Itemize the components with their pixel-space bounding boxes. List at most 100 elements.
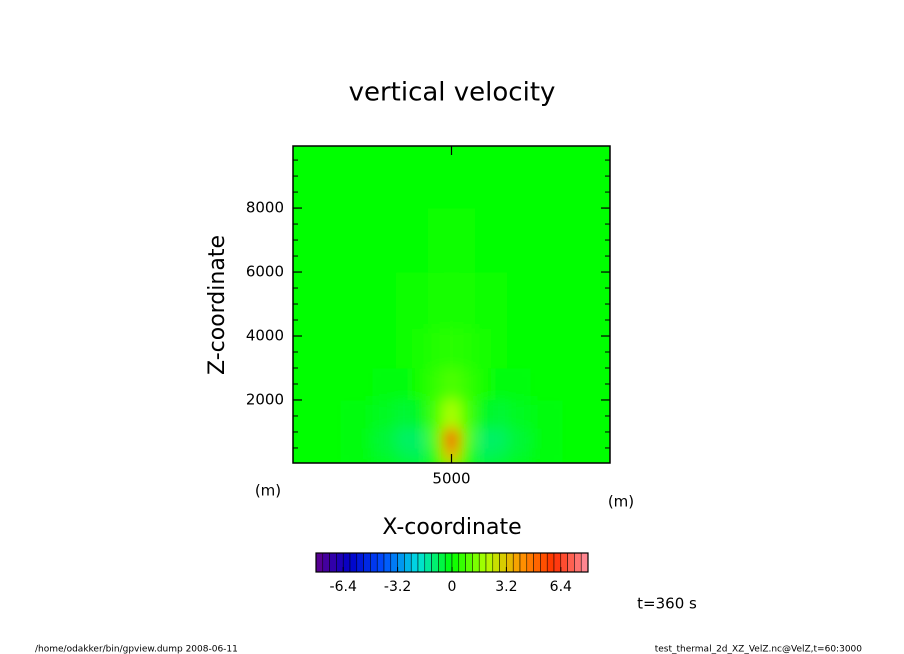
cell (396, 367, 413, 401)
cell (308, 272, 342, 329)
cell (427, 447, 445, 463)
cells (293, 146, 610, 463)
cell (491, 272, 508, 329)
cell (396, 272, 413, 329)
colorbar-bin (478, 552, 487, 573)
cell (340, 447, 373, 463)
cell (506, 367, 532, 401)
cell (293, 146, 310, 209)
colorbar-bin (383, 552, 392, 573)
cell (530, 427, 563, 449)
cell (459, 272, 476, 329)
x-unit: (m) (608, 493, 634, 511)
cell (293, 272, 310, 329)
cell (491, 399, 508, 429)
cell (475, 272, 492, 329)
cell (562, 399, 595, 429)
cell (293, 399, 310, 429)
cell (594, 399, 610, 429)
footer-right: test_thermal_2d_XZ_VelZ.nc@VelZ,t=60:300… (655, 645, 863, 654)
cell (372, 399, 397, 429)
cell (427, 146, 445, 209)
cell (443, 272, 460, 329)
cell (562, 367, 595, 401)
cell (396, 208, 413, 273)
cell (562, 146, 595, 209)
colorbar-bin (567, 552, 575, 573)
field (293, 146, 610, 463)
cell (506, 447, 532, 463)
colorbar-tick-label: 3.2 (495, 579, 517, 595)
cell (475, 399, 492, 429)
colorbar-bin (560, 552, 568, 573)
cell (506, 272, 532, 329)
colorbar-tick-label: 0 (448, 579, 457, 595)
colorbar-bin (540, 552, 548, 573)
colorbar-tick-label: 6.4 (550, 579, 572, 595)
y-tick-label: 4000 (246, 327, 284, 345)
y-tick-label: 6000 (246, 263, 284, 281)
cell (562, 447, 595, 463)
cell (372, 328, 397, 369)
colorbar-bin (376, 552, 385, 573)
colorbar-bin (315, 552, 324, 573)
cell (293, 367, 310, 401)
cell (396, 427, 413, 449)
cell (475, 447, 492, 463)
cell (475, 208, 492, 273)
colorbar-bin (580, 552, 589, 573)
cell (506, 427, 532, 449)
cell (459, 399, 476, 429)
cell (411, 146, 429, 209)
cell (293, 427, 310, 449)
colorbar-bin (329, 552, 337, 573)
cell (308, 447, 342, 463)
cell (443, 399, 460, 429)
cell (340, 399, 373, 429)
cell (411, 447, 429, 463)
colorbar-bin (458, 552, 466, 573)
colorbar-bin (356, 552, 364, 573)
cell (475, 367, 492, 401)
y-tick-label: 8000 (246, 199, 284, 217)
cell (340, 208, 373, 273)
colorbar-bin (417, 552, 426, 573)
colorbar-bin (342, 552, 351, 573)
colorbar-bin (336, 552, 344, 573)
cell (475, 427, 492, 449)
cell (372, 146, 397, 209)
cell (411, 367, 429, 401)
colorbar-bin (492, 552, 500, 573)
colorbar-bin (363, 552, 371, 573)
cell (411, 208, 429, 273)
cell (340, 427, 373, 449)
annotation: t=360 s (637, 595, 697, 613)
cell (427, 367, 445, 401)
cell (308, 367, 342, 401)
cell (594, 367, 610, 401)
colorbar-bin (574, 552, 582, 573)
cell (475, 146, 492, 209)
cell (530, 447, 563, 463)
cell (506, 146, 532, 209)
colorbar-bin (485, 552, 494, 573)
cell (530, 399, 563, 429)
x-axis-label: X-coordinate (382, 515, 521, 540)
cell (594, 146, 610, 209)
colorbar-bin (438, 552, 446, 573)
x-tick-label: 5000 (432, 470, 470, 488)
colorbar-bin (410, 552, 419, 573)
cell (443, 367, 460, 401)
cell (530, 328, 563, 369)
y-tick-label: 2000 (246, 390, 284, 408)
cell (340, 146, 373, 209)
cell (459, 367, 476, 401)
cell (506, 399, 532, 429)
y-axis-label: Z-coordinate (205, 235, 230, 375)
cell (340, 367, 373, 401)
cell (562, 272, 595, 329)
colorbar-bin (404, 552, 412, 573)
cell (443, 427, 460, 449)
cell (443, 146, 460, 209)
